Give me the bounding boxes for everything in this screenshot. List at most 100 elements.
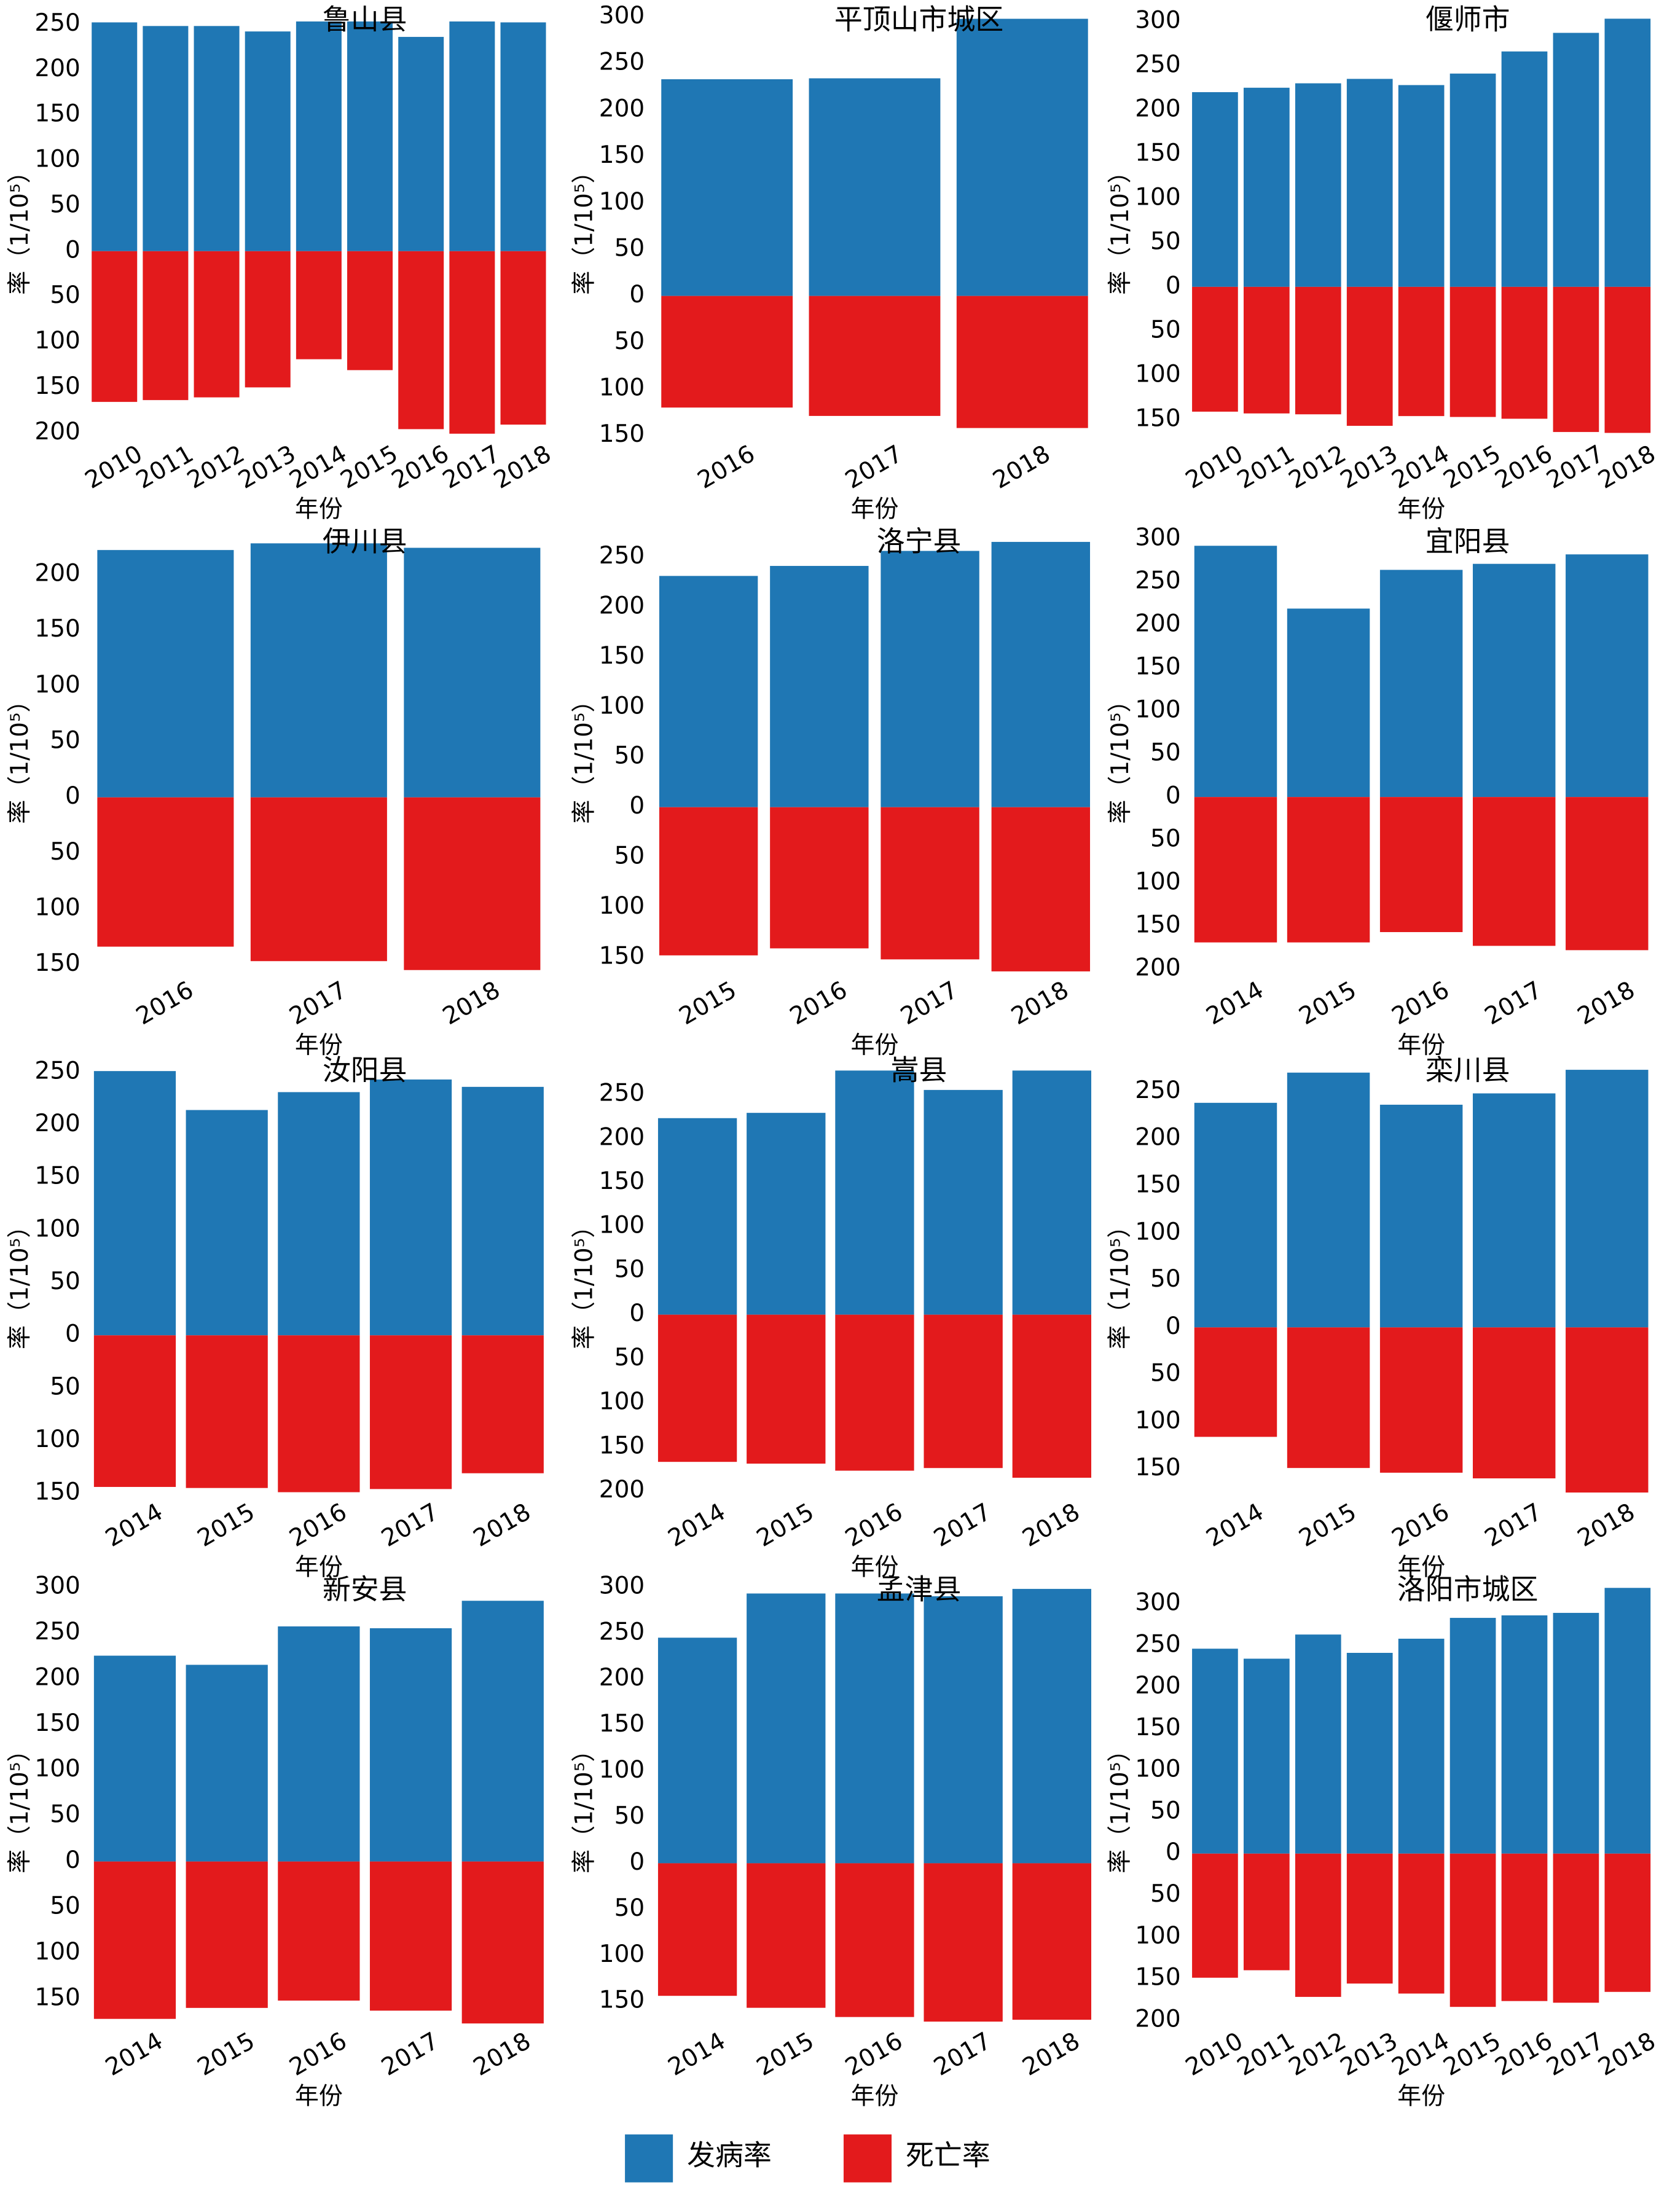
bar xyxy=(1012,1863,1091,2020)
bar xyxy=(245,251,291,388)
bar xyxy=(194,251,240,398)
bar xyxy=(835,1314,914,1471)
x-tick-label: 2018 xyxy=(1573,1498,1639,1553)
bar xyxy=(1287,1072,1370,1328)
bar xyxy=(657,1637,737,1864)
x-tick-label: 2017 xyxy=(841,440,907,495)
bar xyxy=(369,1335,452,1489)
y-tick-label: 200 xyxy=(599,592,645,619)
y-tick-label: 300 xyxy=(1135,524,1180,552)
y-tick-label: 200 xyxy=(599,1664,645,1692)
y-tick-label: 50 xyxy=(1150,1880,1181,1908)
bar xyxy=(1012,1314,1091,1478)
bar xyxy=(1192,286,1238,412)
y-tick-label: 300 xyxy=(599,1572,645,1599)
y-tick-label: 250 xyxy=(599,1080,645,1107)
legend-swatch xyxy=(843,2134,892,2183)
bar xyxy=(924,1596,1003,1864)
y-tick-label: 300 xyxy=(1135,1589,1180,1617)
bar xyxy=(186,1665,268,1862)
x-tick-label: 2016 xyxy=(693,440,759,495)
bar xyxy=(369,1861,452,2011)
bar xyxy=(97,550,234,798)
y-tick-label: 200 xyxy=(34,1663,80,1691)
y-tick-label: 50 xyxy=(1150,739,1181,767)
bar xyxy=(1398,1638,1445,1854)
y-tick-label: 250 xyxy=(1135,50,1180,78)
bar xyxy=(449,21,495,251)
bar xyxy=(245,31,291,251)
x-tick-label: 2017 xyxy=(929,2027,995,2082)
x-tick-label: 2017 xyxy=(1480,976,1547,1031)
x-tick-label: 2016 xyxy=(841,1498,907,1553)
y-tick-label: 100 xyxy=(1135,1922,1180,1950)
x-tick-label: 2018 xyxy=(989,440,1055,495)
y-tick-label: 50 xyxy=(50,838,80,866)
bar xyxy=(461,1335,544,1473)
y-tick-label: 100 xyxy=(1135,1406,1180,1434)
bar xyxy=(500,22,546,251)
bar xyxy=(404,547,541,798)
y-tick-label: 0 xyxy=(65,236,80,264)
x-tick-label: 2018 xyxy=(1594,440,1659,495)
y-tick-label: 250 xyxy=(599,49,645,76)
y-tick-label: 200 xyxy=(34,55,80,82)
x-axis-label: 年份 xyxy=(295,1554,343,1582)
bar xyxy=(92,251,138,402)
x-tick-label: 2015 xyxy=(752,1498,818,1553)
y-axis-label: 率（1/10⁵） xyxy=(570,159,598,294)
y-tick-label: 0 xyxy=(629,1300,645,1327)
x-tick-label: 2018 xyxy=(1018,2027,1084,2082)
bar xyxy=(1449,1618,1496,1854)
y-tick-label: 100 xyxy=(1135,360,1180,388)
panel-title: 伊川县 xyxy=(323,526,407,557)
y-tick-label: 100 xyxy=(34,327,80,355)
y-tick-label: 150 xyxy=(599,141,645,169)
bar xyxy=(1346,1653,1393,1854)
y-tick-label: 0 xyxy=(1166,782,1181,810)
bar xyxy=(1449,1853,1496,2007)
bar xyxy=(661,79,793,296)
x-tick-label: 2017 xyxy=(929,1498,995,1553)
y-tick-label: 0 xyxy=(629,1848,645,1876)
y-tick-label: 150 xyxy=(1135,139,1180,167)
bar xyxy=(809,296,941,416)
bar xyxy=(143,26,189,251)
y-tick-label: 150 xyxy=(599,1432,645,1459)
y-axis-label: 率（1/10⁵） xyxy=(6,159,34,294)
bar xyxy=(1472,1093,1556,1328)
bar xyxy=(747,1863,826,2008)
bar xyxy=(186,1861,268,2008)
x-tick-label: 2016 xyxy=(285,1498,351,1553)
y-tick-label: 300 xyxy=(599,2,645,29)
bar xyxy=(296,251,342,359)
y-axis-label: 率（1/10⁵） xyxy=(1107,1214,1134,1349)
bar xyxy=(186,1335,268,1488)
y-tick-label: 200 xyxy=(34,1110,80,1137)
panel-title: 新安县 xyxy=(323,1574,407,1606)
y-tick-label: 50 xyxy=(1150,1360,1181,1387)
bar xyxy=(1553,1853,1599,2003)
bar xyxy=(278,1626,360,1862)
y-tick-label: 150 xyxy=(34,1163,80,1190)
bar xyxy=(1346,286,1393,426)
bar xyxy=(924,1089,1003,1315)
bar xyxy=(186,1110,268,1336)
y-tick-label: 50 xyxy=(1150,825,1181,853)
bar xyxy=(1194,546,1277,798)
y-tick-label: 150 xyxy=(599,420,645,448)
x-tick-label: 2014 xyxy=(664,2027,730,2082)
y-tick-label: 150 xyxy=(1135,911,1180,939)
bar xyxy=(1379,570,1463,798)
bar xyxy=(278,1861,360,2001)
y-axis-label: 率（1/10⁵） xyxy=(6,688,34,823)
bar xyxy=(449,251,495,434)
y-tick-label: 150 xyxy=(34,615,80,643)
bar xyxy=(398,251,444,429)
y-tick-label: 150 xyxy=(1135,653,1180,681)
y-tick-label: 50 xyxy=(614,1894,645,1922)
bar xyxy=(1472,563,1556,798)
bar xyxy=(347,21,393,251)
bar xyxy=(1287,1327,1370,1469)
bar xyxy=(250,797,387,962)
